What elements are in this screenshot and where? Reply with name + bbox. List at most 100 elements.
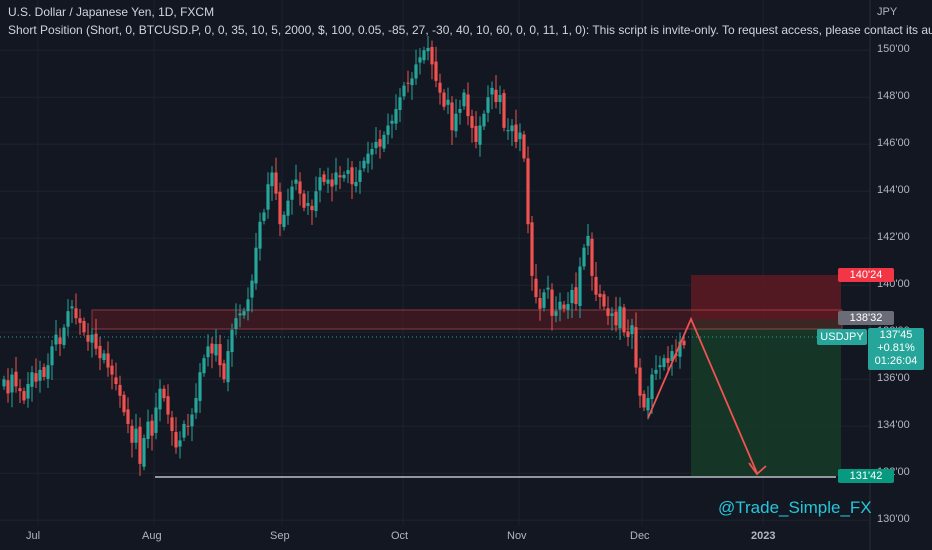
candle-body xyxy=(262,212,266,221)
candle-body xyxy=(42,367,46,377)
candle-body xyxy=(678,341,682,357)
candle-body xyxy=(578,266,582,306)
candle-body xyxy=(486,97,490,113)
candle-body xyxy=(146,421,150,439)
candle-body xyxy=(66,311,70,327)
candlesticks xyxy=(2,35,686,476)
candle-body xyxy=(418,57,422,63)
candle-body xyxy=(446,99,450,105)
candle-body xyxy=(498,94,502,102)
candle-body xyxy=(158,388,162,410)
candle-body xyxy=(654,369,658,374)
candle-body xyxy=(178,440,182,447)
candle-body xyxy=(378,139,382,147)
candle-body xyxy=(434,61,438,81)
candle-body xyxy=(170,417,174,431)
y-tick-label: 134'00 xyxy=(877,419,910,432)
candle-body xyxy=(370,149,374,155)
candle-body xyxy=(658,365,662,368)
candle-body xyxy=(70,306,74,309)
candle-body xyxy=(242,311,246,316)
y-tick-label: 150'00 xyxy=(877,43,910,56)
candle-body xyxy=(330,179,334,187)
candle-body xyxy=(82,321,86,333)
symbol-badge: USDJPY xyxy=(817,329,867,345)
candle-body xyxy=(566,304,570,310)
candle-body xyxy=(162,388,166,399)
candle-body xyxy=(350,167,354,185)
candle-body xyxy=(234,318,238,330)
candle-body xyxy=(182,423,186,438)
candle-body xyxy=(134,428,138,443)
candle-body xyxy=(258,221,262,249)
candle-body xyxy=(502,93,506,128)
candle-body xyxy=(474,125,478,142)
candle-body xyxy=(138,426,142,464)
indicator-legend[interactable]: Short Position (Short, 0, BTCUSD.P, 0, 0… xyxy=(8,23,932,37)
candle-body xyxy=(230,329,234,353)
candle-body xyxy=(394,109,398,124)
candle-body xyxy=(266,184,270,210)
candle-body xyxy=(406,82,410,84)
candle-body xyxy=(94,333,98,349)
candle-body xyxy=(286,200,290,216)
candle-body xyxy=(18,388,22,392)
candle-body xyxy=(426,47,430,52)
candle-body xyxy=(626,331,630,337)
candle-body xyxy=(582,247,586,267)
candle-body xyxy=(154,407,158,433)
candle-body xyxy=(362,160,366,169)
candle-body xyxy=(114,377,118,384)
candle-body xyxy=(594,276,598,295)
candle-body xyxy=(142,438,146,467)
candle-body xyxy=(2,379,6,387)
candle-body xyxy=(466,94,470,117)
candle-body xyxy=(586,235,590,246)
candle-body xyxy=(458,109,462,113)
candle-body xyxy=(642,393,646,408)
bar-countdown: 01:26:04 xyxy=(874,355,918,367)
candle-body xyxy=(386,125,390,135)
candle-body xyxy=(518,132,522,140)
candle-body xyxy=(118,384,122,396)
candle-body xyxy=(630,325,634,335)
candle-body xyxy=(102,353,106,361)
candle-body xyxy=(298,181,302,194)
candle-body xyxy=(522,134,526,159)
candle-body xyxy=(194,398,198,413)
candle-body xyxy=(602,294,606,307)
candle-body xyxy=(438,82,442,93)
entry-price-tag: 138'32 xyxy=(838,311,894,325)
candle-body xyxy=(590,238,594,276)
candle-body xyxy=(542,292,546,308)
candle-body xyxy=(126,409,130,424)
candle-body xyxy=(310,205,314,211)
candle-body xyxy=(610,313,614,316)
candle-body xyxy=(274,172,278,194)
chart-title: U.S. Dollar / Japanese Yen, 1D, FXCM xyxy=(8,5,215,19)
candle-body xyxy=(646,398,650,411)
candle-body xyxy=(6,380,10,394)
candle-body xyxy=(22,391,26,401)
candle-body xyxy=(62,327,66,345)
projection-path xyxy=(647,316,758,474)
candle-body xyxy=(554,311,558,316)
candle-body xyxy=(402,85,406,97)
y-tick-label: 146'00 xyxy=(877,137,910,150)
candle-body xyxy=(534,278,538,298)
last-price: 137'45 xyxy=(879,329,913,341)
candle-body xyxy=(490,87,494,95)
candle-body xyxy=(562,304,566,309)
candle-body xyxy=(410,78,414,86)
target-price-tag: 131'42 xyxy=(838,469,894,483)
candle-body xyxy=(614,311,618,326)
projection-arrowhead xyxy=(748,462,767,476)
watermark: @Trade_Simple_FX xyxy=(718,498,872,517)
y-tick-label: 142'00 xyxy=(877,231,910,244)
candle-body xyxy=(374,141,378,149)
candle-body xyxy=(26,384,30,399)
candle-body xyxy=(366,153,370,164)
candle-body xyxy=(414,64,418,79)
candle-body xyxy=(342,174,346,179)
